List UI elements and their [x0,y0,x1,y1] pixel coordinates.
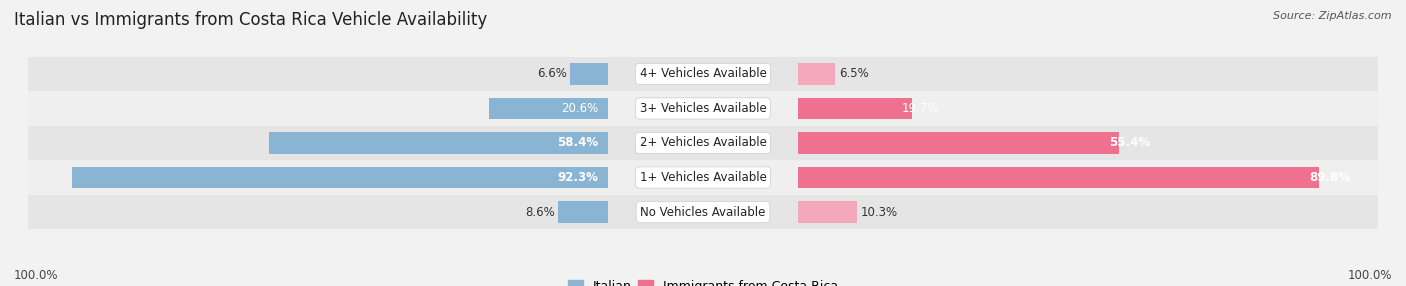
Text: 58.4%: 58.4% [557,136,599,150]
Text: 3+ Vehicles Available: 3+ Vehicles Available [640,102,766,115]
Bar [569,63,609,85]
Legend: Italian, Immigrants from Costa Rica: Italian, Immigrants from Costa Rica [562,275,844,286]
Text: 6.5%: 6.5% [839,67,869,80]
Bar [797,201,858,223]
Text: 19.7%: 19.7% [901,102,939,115]
Text: 55.4%: 55.4% [1109,136,1150,150]
Bar [28,160,1378,195]
Bar [269,132,609,154]
Text: 2+ Vehicles Available: 2+ Vehicles Available [640,136,766,150]
Text: 89.8%: 89.8% [1309,171,1350,184]
Text: 100.0%: 100.0% [14,269,59,282]
Text: 92.3%: 92.3% [557,171,599,184]
Text: 1+ Vehicles Available: 1+ Vehicles Available [640,171,766,184]
Text: 20.6%: 20.6% [561,102,599,115]
Bar [797,98,912,119]
Bar [797,167,1319,188]
Bar [28,195,1378,229]
Bar [797,132,1119,154]
Bar [28,57,1378,91]
Text: 8.6%: 8.6% [526,206,555,219]
Bar [489,98,609,119]
Bar [28,91,1378,126]
Text: 4+ Vehicles Available: 4+ Vehicles Available [640,67,766,80]
Text: No Vehicles Available: No Vehicles Available [640,206,766,219]
Text: 10.3%: 10.3% [860,206,898,219]
Text: 100.0%: 100.0% [1347,269,1392,282]
Bar [28,126,1378,160]
Bar [558,201,609,223]
Text: Source: ZipAtlas.com: Source: ZipAtlas.com [1274,11,1392,21]
Text: Italian vs Immigrants from Costa Rica Vehicle Availability: Italian vs Immigrants from Costa Rica Ve… [14,11,488,29]
Bar [797,63,835,85]
Text: 6.6%: 6.6% [537,67,567,80]
Bar [72,167,609,188]
